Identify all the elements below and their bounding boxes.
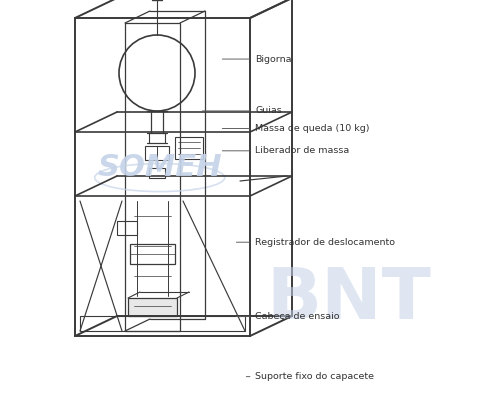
Bar <box>145 146 169 160</box>
Text: Massa de queda (10 kg): Massa de queda (10 kg) <box>223 124 370 133</box>
Bar <box>75 18 250 336</box>
Bar <box>130 244 175 264</box>
Text: Bigorna: Bigorna <box>223 55 292 63</box>
Bar <box>149 168 165 178</box>
Bar <box>80 316 245 331</box>
Text: Guias: Guias <box>203 107 282 115</box>
Bar <box>125 23 180 331</box>
Text: BNT: BNT <box>267 265 432 334</box>
Text: Cabeça de ensaio: Cabeça de ensaio <box>237 312 340 321</box>
Bar <box>128 298 177 316</box>
Bar <box>175 137 203 159</box>
Text: SOMEH: SOMEH <box>97 153 222 182</box>
Bar <box>117 221 137 235</box>
Text: Suporte fixo do capacete: Suporte fixo do capacete <box>247 372 374 381</box>
Text: Registrador de deslocamento: Registrador de deslocamento <box>237 238 396 247</box>
Text: Liberador de massa: Liberador de massa <box>223 146 350 155</box>
